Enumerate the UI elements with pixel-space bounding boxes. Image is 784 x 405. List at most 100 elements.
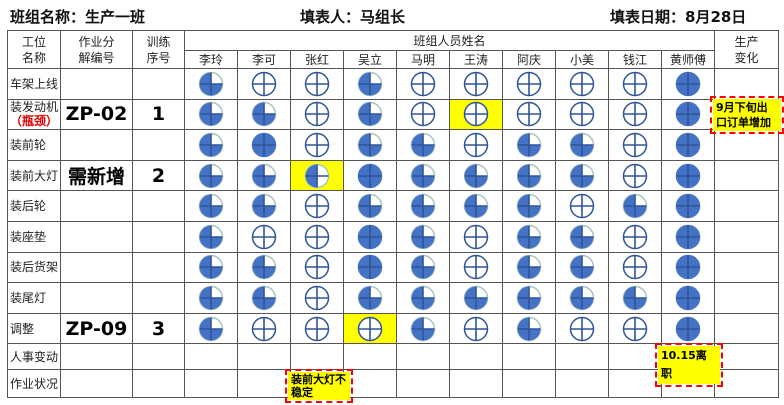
harvey-ball-icon xyxy=(198,224,224,250)
empty-cell xyxy=(555,343,609,371)
harvey-ball-icon xyxy=(675,285,701,311)
skill-cell xyxy=(290,159,344,192)
skill-cell xyxy=(555,251,609,284)
skill-cell xyxy=(555,282,609,314)
skill-cell xyxy=(661,282,715,314)
harvey-ball-icon xyxy=(198,163,224,188)
skill-cell xyxy=(290,251,344,284)
harvey-ball-icon xyxy=(569,71,595,97)
table-row: 装尾灯 xyxy=(7,282,779,314)
empty-cell xyxy=(502,369,556,399)
skill-cell xyxy=(396,129,450,161)
skill-cell xyxy=(184,251,238,284)
empty-cell xyxy=(608,369,662,399)
harvey-ball-icon xyxy=(304,163,330,188)
change-cell xyxy=(714,68,779,100)
skill-cell xyxy=(184,159,238,192)
skill-cell xyxy=(555,312,609,345)
change-cell xyxy=(714,220,779,253)
member-5: 王涛 xyxy=(449,50,503,69)
station-label: 调整 xyxy=(10,321,35,336)
station-label: 装前大灯 xyxy=(10,168,59,183)
harvey-ball-icon xyxy=(304,285,330,311)
harvey-ball-icon xyxy=(357,163,383,188)
harvey-ball-icon xyxy=(622,132,648,158)
harvey-ball-icon xyxy=(357,316,383,341)
station-name: 装前大灯 xyxy=(7,159,61,192)
member-9: 黄师傅 xyxy=(661,50,715,69)
skill-cell xyxy=(502,68,556,100)
skill-cell xyxy=(608,312,662,345)
member-6: 阿庆 xyxy=(502,50,556,69)
harvey-ball-icon xyxy=(410,71,436,97)
skill-cell xyxy=(449,68,503,100)
skill-cell xyxy=(502,220,556,253)
empty-cell xyxy=(184,343,238,371)
empty-cell xyxy=(132,369,185,399)
table-row: 装前轮 xyxy=(7,129,779,161)
harvey-ball-icon xyxy=(198,285,224,311)
skill-cell xyxy=(502,251,556,284)
training-seq: 1 xyxy=(132,98,185,131)
empty-cell xyxy=(343,343,397,371)
harvey-ball-icon xyxy=(569,316,595,341)
station-label: 装尾灯 xyxy=(10,290,47,305)
skill-cell xyxy=(661,68,715,100)
harvey-ball-icon xyxy=(198,71,224,97)
harvey-ball-icon xyxy=(304,132,330,158)
skill-cell xyxy=(343,251,397,284)
harvey-ball-icon xyxy=(251,102,277,127)
work-code xyxy=(60,220,133,253)
personnel-label: 人事变动 xyxy=(7,343,61,371)
harvey-ball-icon xyxy=(463,163,489,188)
station-label: 装后货架 xyxy=(10,260,59,275)
harvey-ball-icon xyxy=(463,224,489,250)
col-code: 作业分 解编号 xyxy=(60,30,133,69)
col-station: 工位 名称 xyxy=(7,30,61,69)
skill-cell xyxy=(502,159,556,192)
empty-cell xyxy=(449,369,503,399)
skill-cell xyxy=(343,190,397,222)
skill-cell xyxy=(343,68,397,100)
harvey-ball-icon xyxy=(304,255,330,280)
work-code: ZP-09 xyxy=(60,312,133,345)
skill-cell xyxy=(608,251,662,284)
empty-cell xyxy=(290,343,344,371)
station-name: 装发动机 （瓶颈） xyxy=(7,98,61,131)
skill-cell xyxy=(608,159,662,192)
harvey-ball-icon xyxy=(569,163,595,188)
harvey-ball-icon xyxy=(357,285,383,311)
training-seq xyxy=(132,251,185,284)
harvey-ball-icon xyxy=(463,255,489,280)
skill-cell xyxy=(184,129,238,161)
skill-cell xyxy=(449,220,503,253)
skill-cell xyxy=(237,68,291,100)
skill-cell xyxy=(237,282,291,314)
station-name: 装前轮 xyxy=(7,129,61,161)
harvey-ball-icon xyxy=(357,102,383,127)
skill-cell xyxy=(608,98,662,131)
harvey-ball-icon xyxy=(410,193,436,219)
skill-cell xyxy=(290,68,344,100)
harvey-ball-icon xyxy=(304,224,330,250)
skill-cell xyxy=(290,129,344,161)
member-4: 马明 xyxy=(396,50,450,69)
station-label: 装后轮 xyxy=(10,199,47,214)
harvey-ball-icon xyxy=(675,71,701,97)
station-label: 装发动机 xyxy=(10,100,59,115)
harvey-ball-icon xyxy=(410,224,436,250)
table-row: 装前大灯 需新增 2 xyxy=(7,159,779,192)
skill-cell xyxy=(237,129,291,161)
member-3: 吴立 xyxy=(343,50,397,69)
skill-cell xyxy=(396,159,450,192)
table-row: 调整 ZP-09 3 xyxy=(7,312,779,345)
training-seq xyxy=(132,68,185,100)
skill-cell xyxy=(290,282,344,314)
skill-cell xyxy=(661,312,715,345)
harvey-ball-icon xyxy=(516,316,542,341)
skill-cell xyxy=(237,251,291,284)
skill-cell xyxy=(343,220,397,253)
harvey-ball-icon xyxy=(569,285,595,311)
skill-cell xyxy=(502,190,556,222)
harvey-ball-icon xyxy=(622,285,648,311)
